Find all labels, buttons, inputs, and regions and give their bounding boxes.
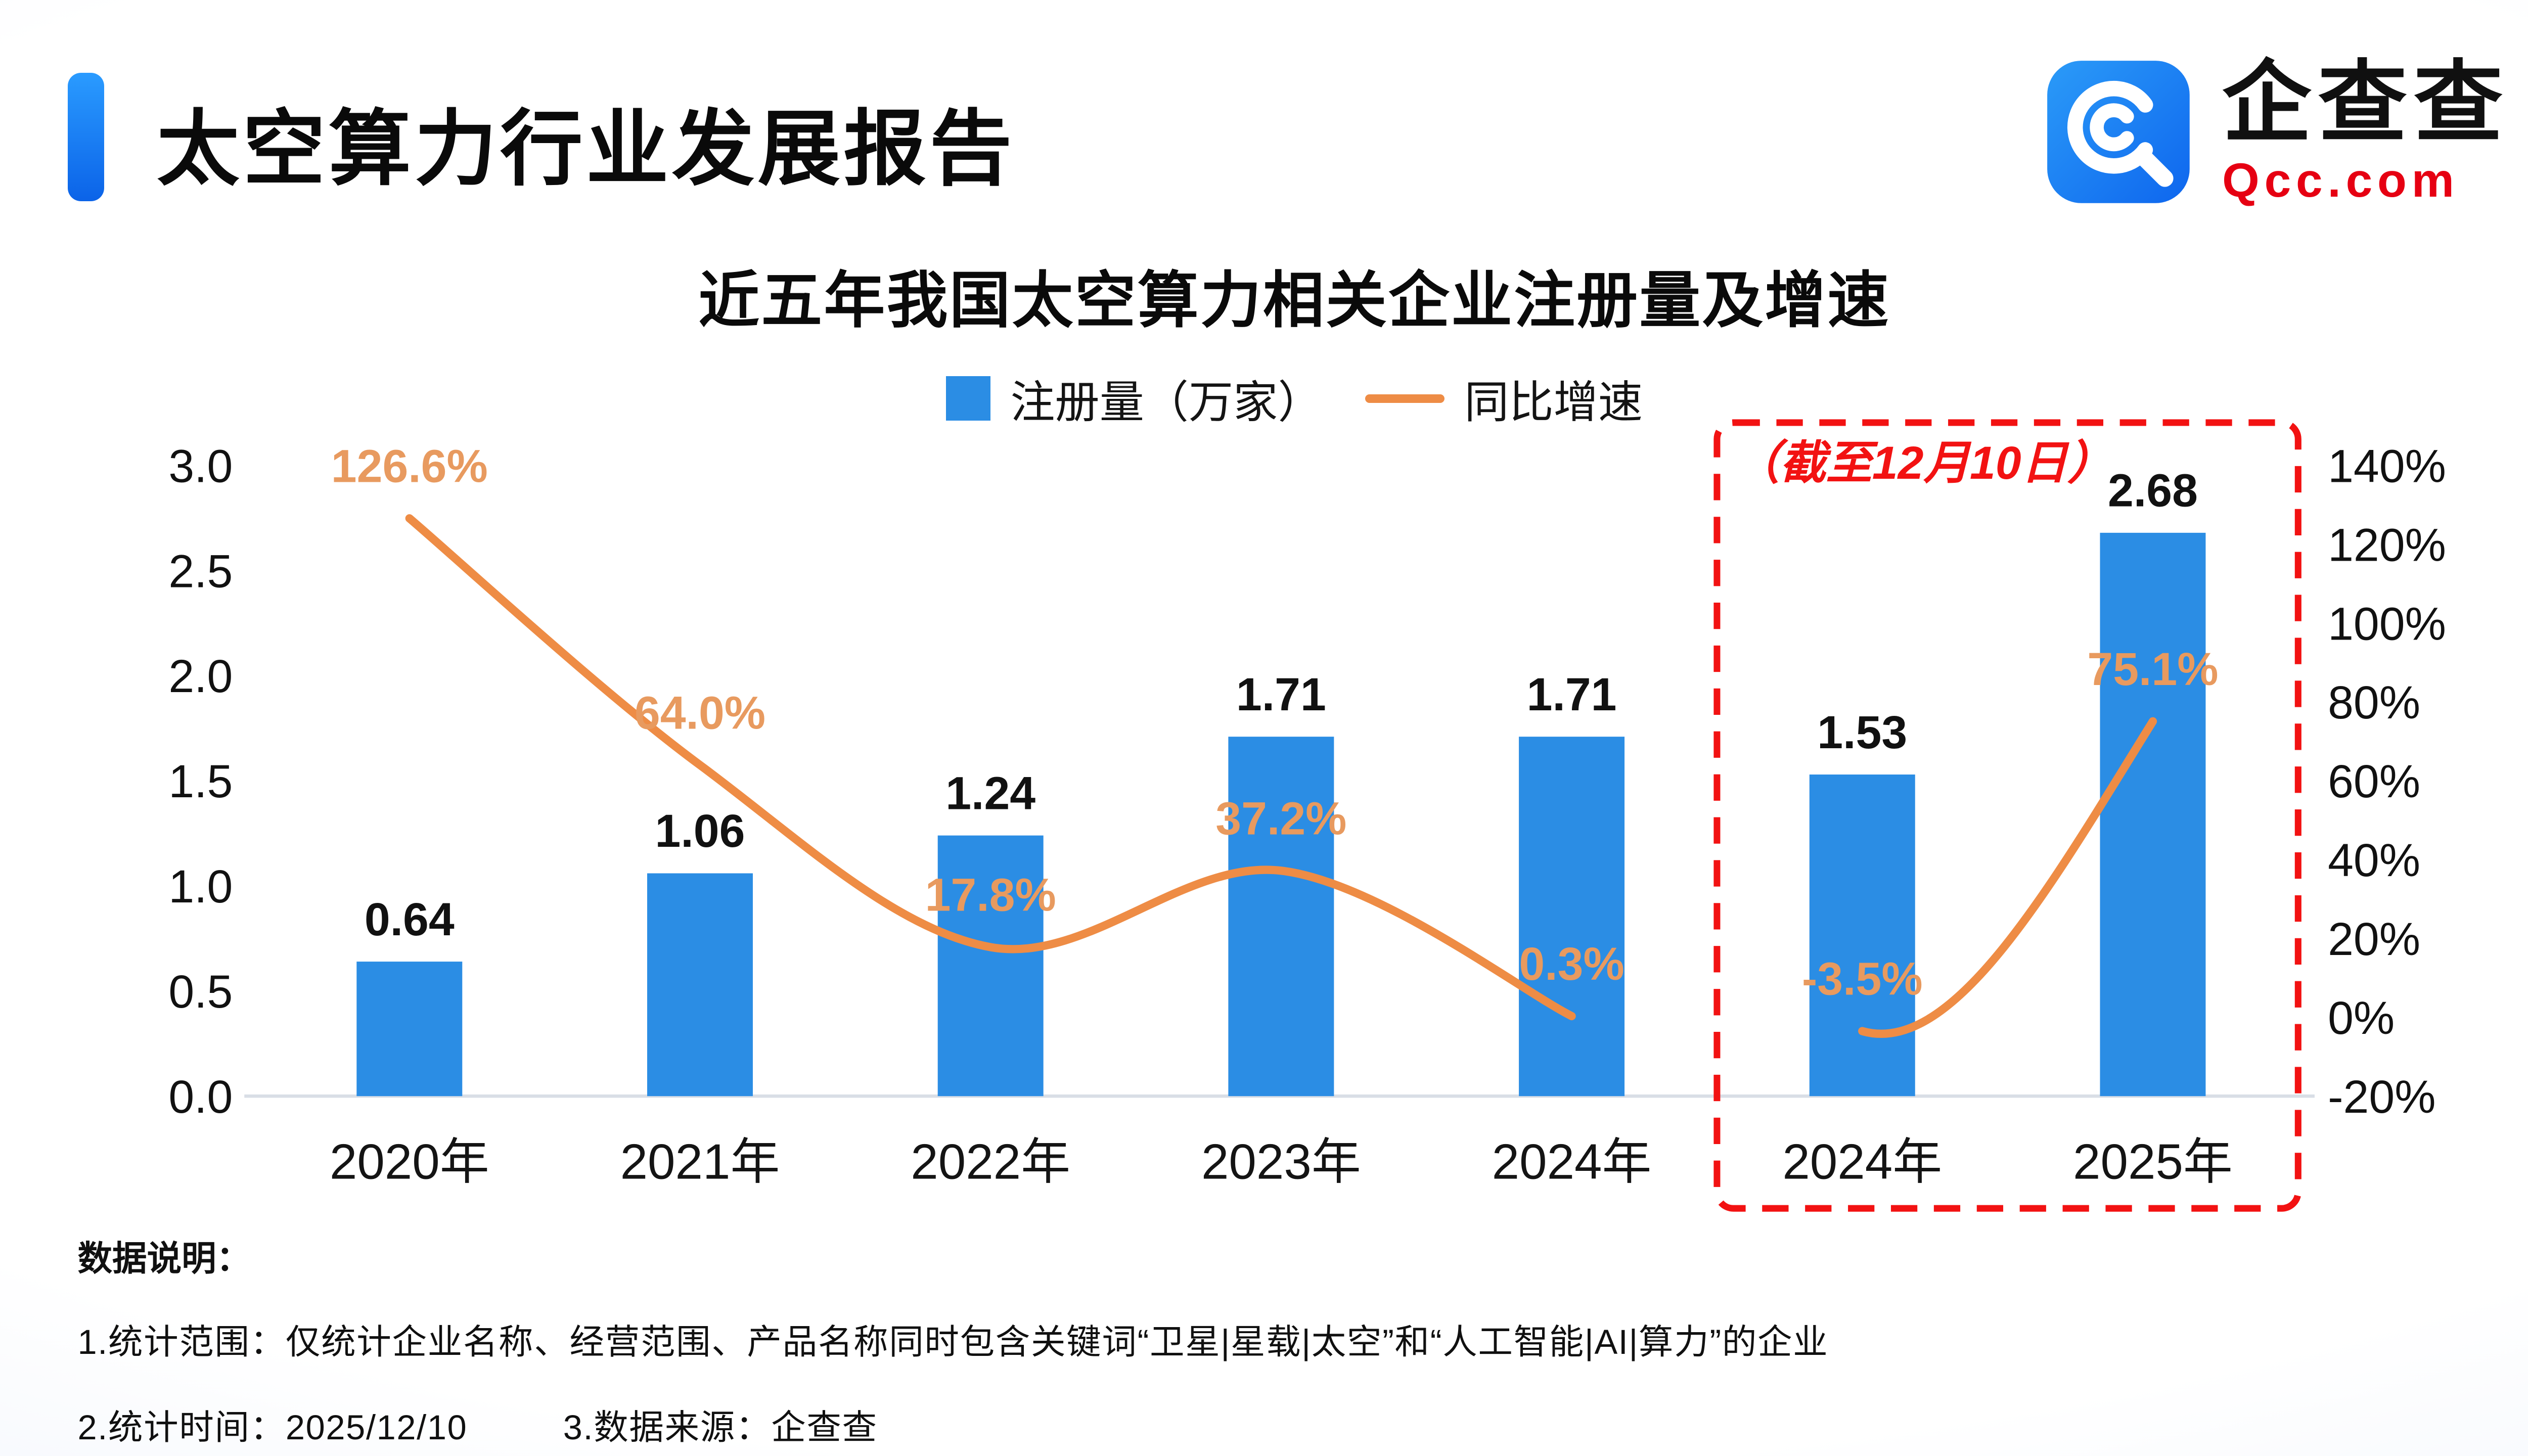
title-accent-bar [67, 72, 104, 202]
page-title: 太空算力行业发展报告 [157, 103, 1016, 196]
footer-scope-note: 1.统计范围：仅统计企业名称、经营范围、产品名称同时包含关键词“卫星|星载|太空… [77, 1322, 1829, 1361]
line-point-label: 75.1% [2087, 644, 2218, 695]
x-axis-label: 2025年 [2073, 1133, 2233, 1189]
line-point-label: 0.3% [1519, 938, 1624, 990]
bar-value-label: 1.06 [655, 805, 745, 857]
right-axis-tick: 140% [2328, 440, 2446, 492]
bar-2020年 [356, 962, 463, 1097]
growth-line [1858, 717, 2157, 1038]
bar-value-label: 1.71 [1527, 669, 1617, 720]
footer-source-note: 3.数据来源：企查查 [563, 1407, 878, 1447]
right-axis-tick: 40% [2328, 835, 2420, 886]
left-axis-tick: 1.5 [168, 756, 233, 807]
left-axis-tick: 2.5 [168, 545, 233, 597]
line-point-label: 17.8% [925, 870, 1056, 921]
right-axis-tick: 20% [2328, 914, 2420, 965]
x-axis-label: 2020年 [330, 1133, 489, 1189]
bar-value-label: 1.71 [1236, 669, 1326, 720]
x-axis-label: 2024年 [1492, 1133, 1652, 1189]
bar-value-label: 1.53 [1817, 707, 1907, 758]
left-axis-tick: 1.0 [168, 861, 233, 913]
right-axis-tick: 80% [2328, 677, 2420, 729]
logo-name: 企查查 [2222, 53, 2510, 153]
legend-item-bar: 注册量（万家） [946, 367, 1323, 431]
bar-value-label: 2.68 [2108, 465, 2198, 517]
bar-2024年 [1519, 737, 1625, 1097]
bar-2023年 [1228, 737, 1334, 1097]
legend-line-label: 同比增速 [1464, 377, 1643, 427]
bar-2025年 [2100, 532, 2206, 1097]
bar-2021年 [647, 873, 753, 1097]
line-point-label: 126.6% [331, 440, 488, 492]
qcc-logo: 企查查 Qcc.com [2044, 56, 2510, 208]
line-swatch-icon [1365, 394, 1445, 403]
legend-item-line: 同比增速 [1365, 367, 1643, 431]
bar-value-label: 1.24 [945, 767, 1035, 819]
annotation-label: （截至12月10日） [1734, 437, 2114, 489]
chart-legend: 注册量（万家） 同比增速 [0, 367, 2528, 431]
right-axis-tick: -20% [2328, 1071, 2435, 1123]
right-axis-tick: 0% [2328, 992, 2395, 1044]
left-axis-tick: 0.5 [168, 966, 233, 1018]
line-point-label: 37.2% [1215, 793, 1346, 844]
x-axis-label: 2021年 [620, 1133, 780, 1189]
footer-date-note: 2.统计时间：2025/12/10 [77, 1407, 468, 1447]
chart-title: 近五年我国太空算力相关企业注册量及增速 [698, 266, 1890, 335]
right-axis-tick: 60% [2328, 756, 2420, 807]
annotation-box [1713, 419, 2301, 1212]
x-axis-label: 2024年 [1782, 1133, 1942, 1189]
left-axis-tick: 0.0 [168, 1071, 233, 1123]
line-point-label: -3.5% [1802, 953, 1923, 1005]
x-axis-label: 2022年 [911, 1133, 1070, 1189]
growth-line [405, 514, 1576, 1021]
right-axis-tick: 100% [2328, 598, 2446, 650]
bar-swatch-icon [946, 376, 991, 421]
legend-bar-label: 注册量（万家） [1010, 377, 1323, 427]
left-axis-tick: 3.0 [168, 440, 233, 492]
logo-domain: Qcc.com [2222, 153, 2459, 207]
bar-2024年 [1809, 775, 1915, 1097]
x-axis-label: 2023年 [1201, 1133, 1361, 1189]
qcc-logo-text: 企查查 Qcc.com [2222, 56, 2509, 208]
bar-2022年 [937, 835, 1044, 1097]
right-axis-tick: 120% [2328, 519, 2446, 571]
header: 太空算力行业发展报告 企查查 Qcc.com [0, 0, 2528, 231]
footer-heading: 数据说明： [77, 1239, 251, 1278]
left-axis-tick: 2.0 [168, 651, 233, 702]
footer-notes: 数据说明： 1.统计范围：仅统计企业名称、经营范围、产品名称同时包含关键词“卫星… [77, 1230, 2521, 1449]
qcc-logo-icon [2047, 61, 2190, 204]
line-point-label: 64.0% [635, 687, 765, 739]
bar-value-label: 0.64 [365, 894, 455, 945]
